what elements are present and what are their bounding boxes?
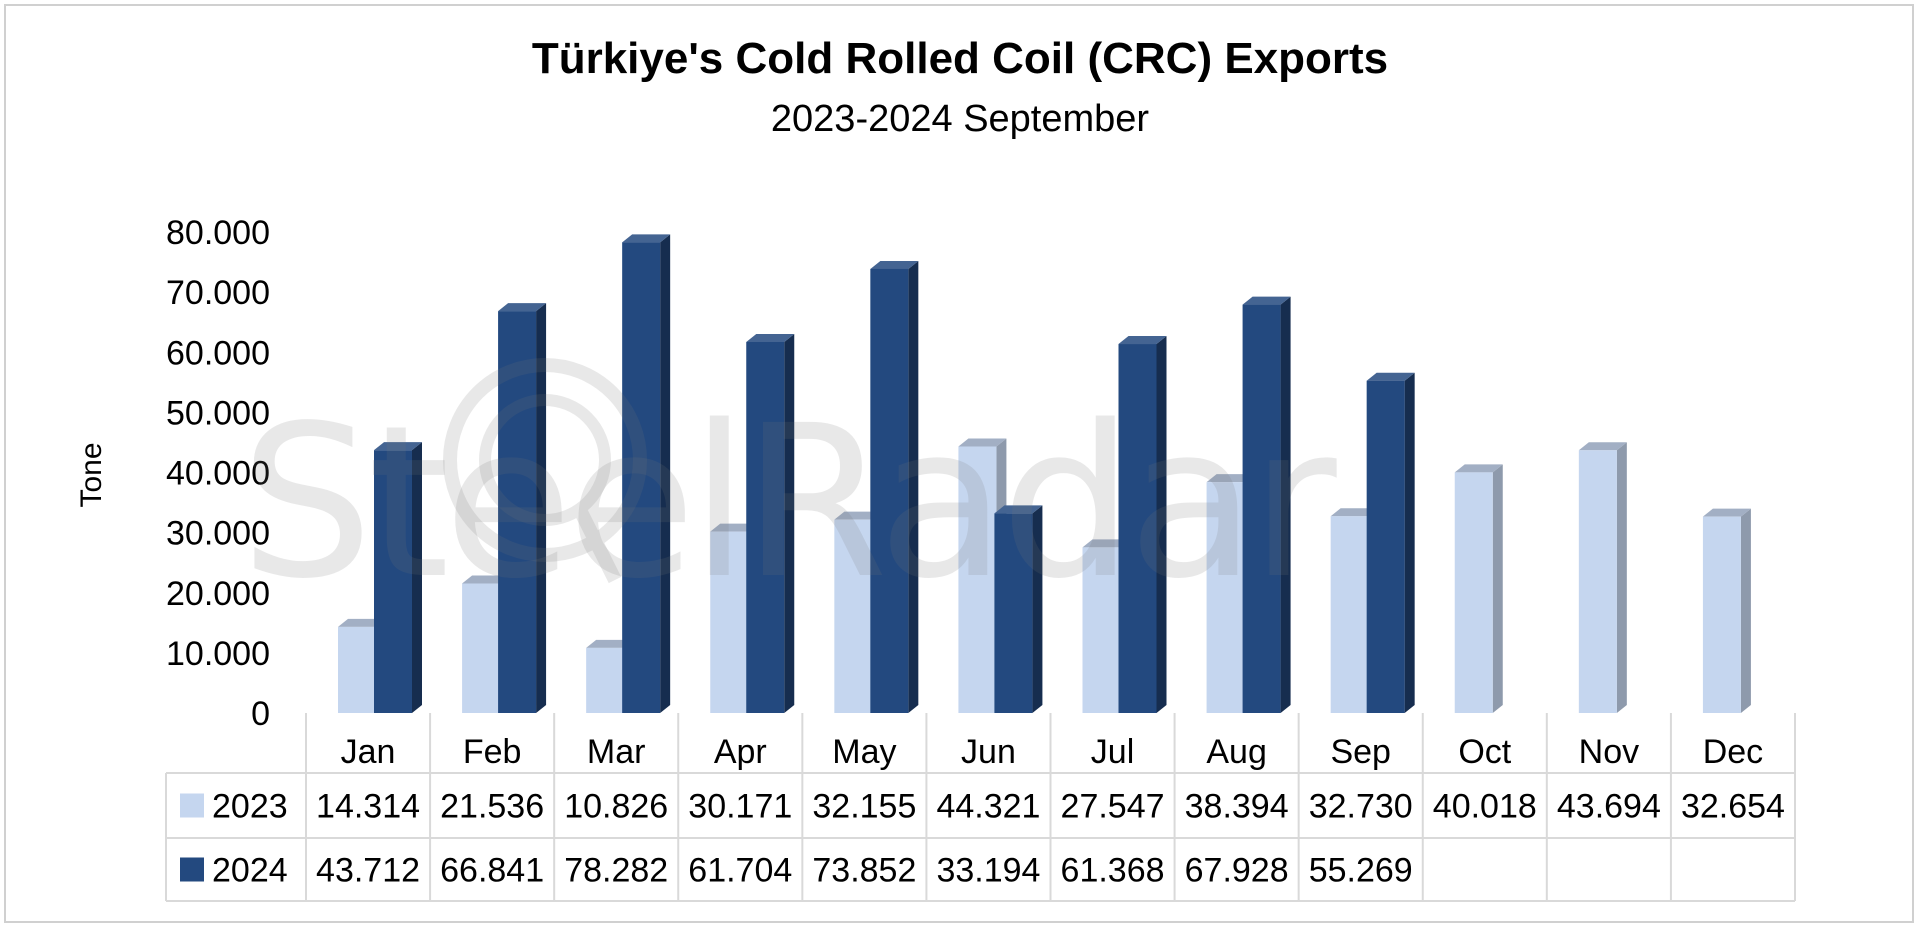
data-label: 32.730: [1309, 788, 1413, 826]
data-label: 66.841: [440, 852, 544, 890]
bar-2023-Feb: [462, 583, 501, 713]
bar-2023-Sep: [1330, 516, 1369, 713]
x-tick-label: Apr: [714, 733, 767, 771]
bar-2023-Apr: [710, 531, 749, 713]
bar-top: [1242, 296, 1291, 305]
bar-top: [958, 438, 1007, 447]
bar-2023-Jun: [958, 446, 997, 713]
bar-2024-Mar: [622, 242, 661, 713]
y-tick-label: 10.000: [166, 635, 270, 673]
bar-side: [1032, 505, 1043, 713]
data-label: 44.321: [936, 788, 1040, 826]
y-tick-label: 60.000: [166, 334, 270, 372]
y-tick-label: 40.000: [166, 455, 270, 493]
legend-label-2023: 2023: [212, 788, 288, 826]
bar-side: [1616, 442, 1627, 713]
x-tick-label: May: [832, 733, 896, 771]
data-label: 32.654: [1681, 788, 1785, 826]
legend-label-2024: 2024: [212, 852, 288, 890]
y-tick-label: 70.000: [166, 274, 270, 312]
data-label: 73.852: [812, 852, 916, 890]
y-tick-label: 20.000: [166, 575, 270, 613]
bar-top: [870, 260, 919, 269]
y-tick-label: 30.000: [166, 515, 270, 553]
bar-top: [1454, 464, 1503, 473]
bar-side: [784, 334, 795, 713]
bar-side: [412, 442, 422, 713]
bar-2023-Aug: [1206, 482, 1245, 713]
y-tick-label: 50.000: [166, 394, 270, 432]
bar-top: [1118, 336, 1167, 345]
x-tick-label: Nov: [1579, 733, 1639, 771]
y-tick-label: 80.000: [166, 214, 270, 252]
data-label: 21.536: [440, 788, 544, 826]
data-label: 38.394: [1185, 788, 1289, 826]
x-tick-label: Jun: [961, 733, 1016, 771]
bar-top: [1578, 442, 1627, 451]
bar-2024-Aug: [1242, 304, 1281, 713]
data-label: 33.194: [936, 852, 1040, 890]
data-label: 78.282: [564, 852, 668, 890]
bar-side: [1280, 296, 1291, 713]
data-label: 61.704: [688, 852, 792, 890]
data-label: 67.928: [1185, 852, 1289, 890]
bar-side: [660, 234, 671, 713]
data-label: 55.269: [1309, 852, 1413, 890]
bar-side: [1404, 372, 1415, 713]
bar-2024-Sep: [1366, 380, 1405, 713]
bar-side: [908, 260, 919, 713]
bar-side: [536, 303, 547, 713]
legend-swatch-2023: [180, 793, 204, 818]
x-tick-label: Jul: [1091, 733, 1134, 771]
bar-2023-Nov: [1578, 450, 1617, 713]
bar-2023-Mar: [586, 647, 625, 713]
bar-top: [1702, 508, 1751, 517]
bar-2023-Jan: [338, 626, 376, 713]
x-tick-label: Jan: [341, 733, 396, 771]
data-label: 30.171: [688, 788, 792, 826]
bar-top: [374, 442, 422, 451]
bar-2024-Feb: [498, 311, 537, 713]
bar-2024-Jun: [994, 513, 1033, 713]
x-tick-label: Aug: [1206, 733, 1267, 771]
legend-swatch-2024: [180, 857, 204, 882]
bar-2024-Jan: [374, 450, 412, 713]
bar-side: [1492, 464, 1503, 713]
chart-frame: [4, 4, 1914, 923]
x-tick-label: Mar: [587, 733, 646, 771]
bar-top: [1366, 372, 1415, 381]
bar-2023-May: [834, 519, 873, 713]
bar-2023-Dec: [1702, 516, 1741, 713]
bar-2023-Jul: [1082, 547, 1121, 713]
data-label: 32.155: [812, 788, 916, 826]
bar-top: [994, 505, 1043, 514]
bar-side: [1740, 508, 1751, 713]
x-tick-label: Dec: [1703, 733, 1763, 771]
x-tick-label: Sep: [1330, 733, 1391, 771]
data-label: 27.547: [1061, 788, 1165, 826]
x-tick-label: Feb: [463, 733, 522, 771]
x-tick-label: Oct: [1458, 733, 1511, 771]
data-label: 10.826: [564, 788, 668, 826]
data-label: 14.314: [316, 788, 420, 826]
bar-2023-Oct: [1454, 472, 1493, 713]
bar-top: [622, 234, 671, 243]
data-label: 40.018: [1433, 788, 1537, 826]
data-label: 61.368: [1061, 852, 1165, 890]
data-label: 43.712: [316, 852, 420, 890]
data-label: 43.694: [1557, 788, 1661, 826]
bar-side: [1156, 336, 1167, 713]
bar-2024-Apr: [746, 342, 785, 713]
bar-top: [746, 334, 795, 343]
bar-2024-May: [870, 268, 909, 713]
chart-title: Türkiye's Cold Rolled Coil (CRC) Exports: [531, 34, 1389, 83]
y-tick-label: 0: [251, 695, 270, 733]
chart-subtitle: 2023-2024 September: [770, 98, 1150, 140]
bar-2024-Jul: [1118, 344, 1157, 713]
bar-top: [498, 303, 547, 312]
